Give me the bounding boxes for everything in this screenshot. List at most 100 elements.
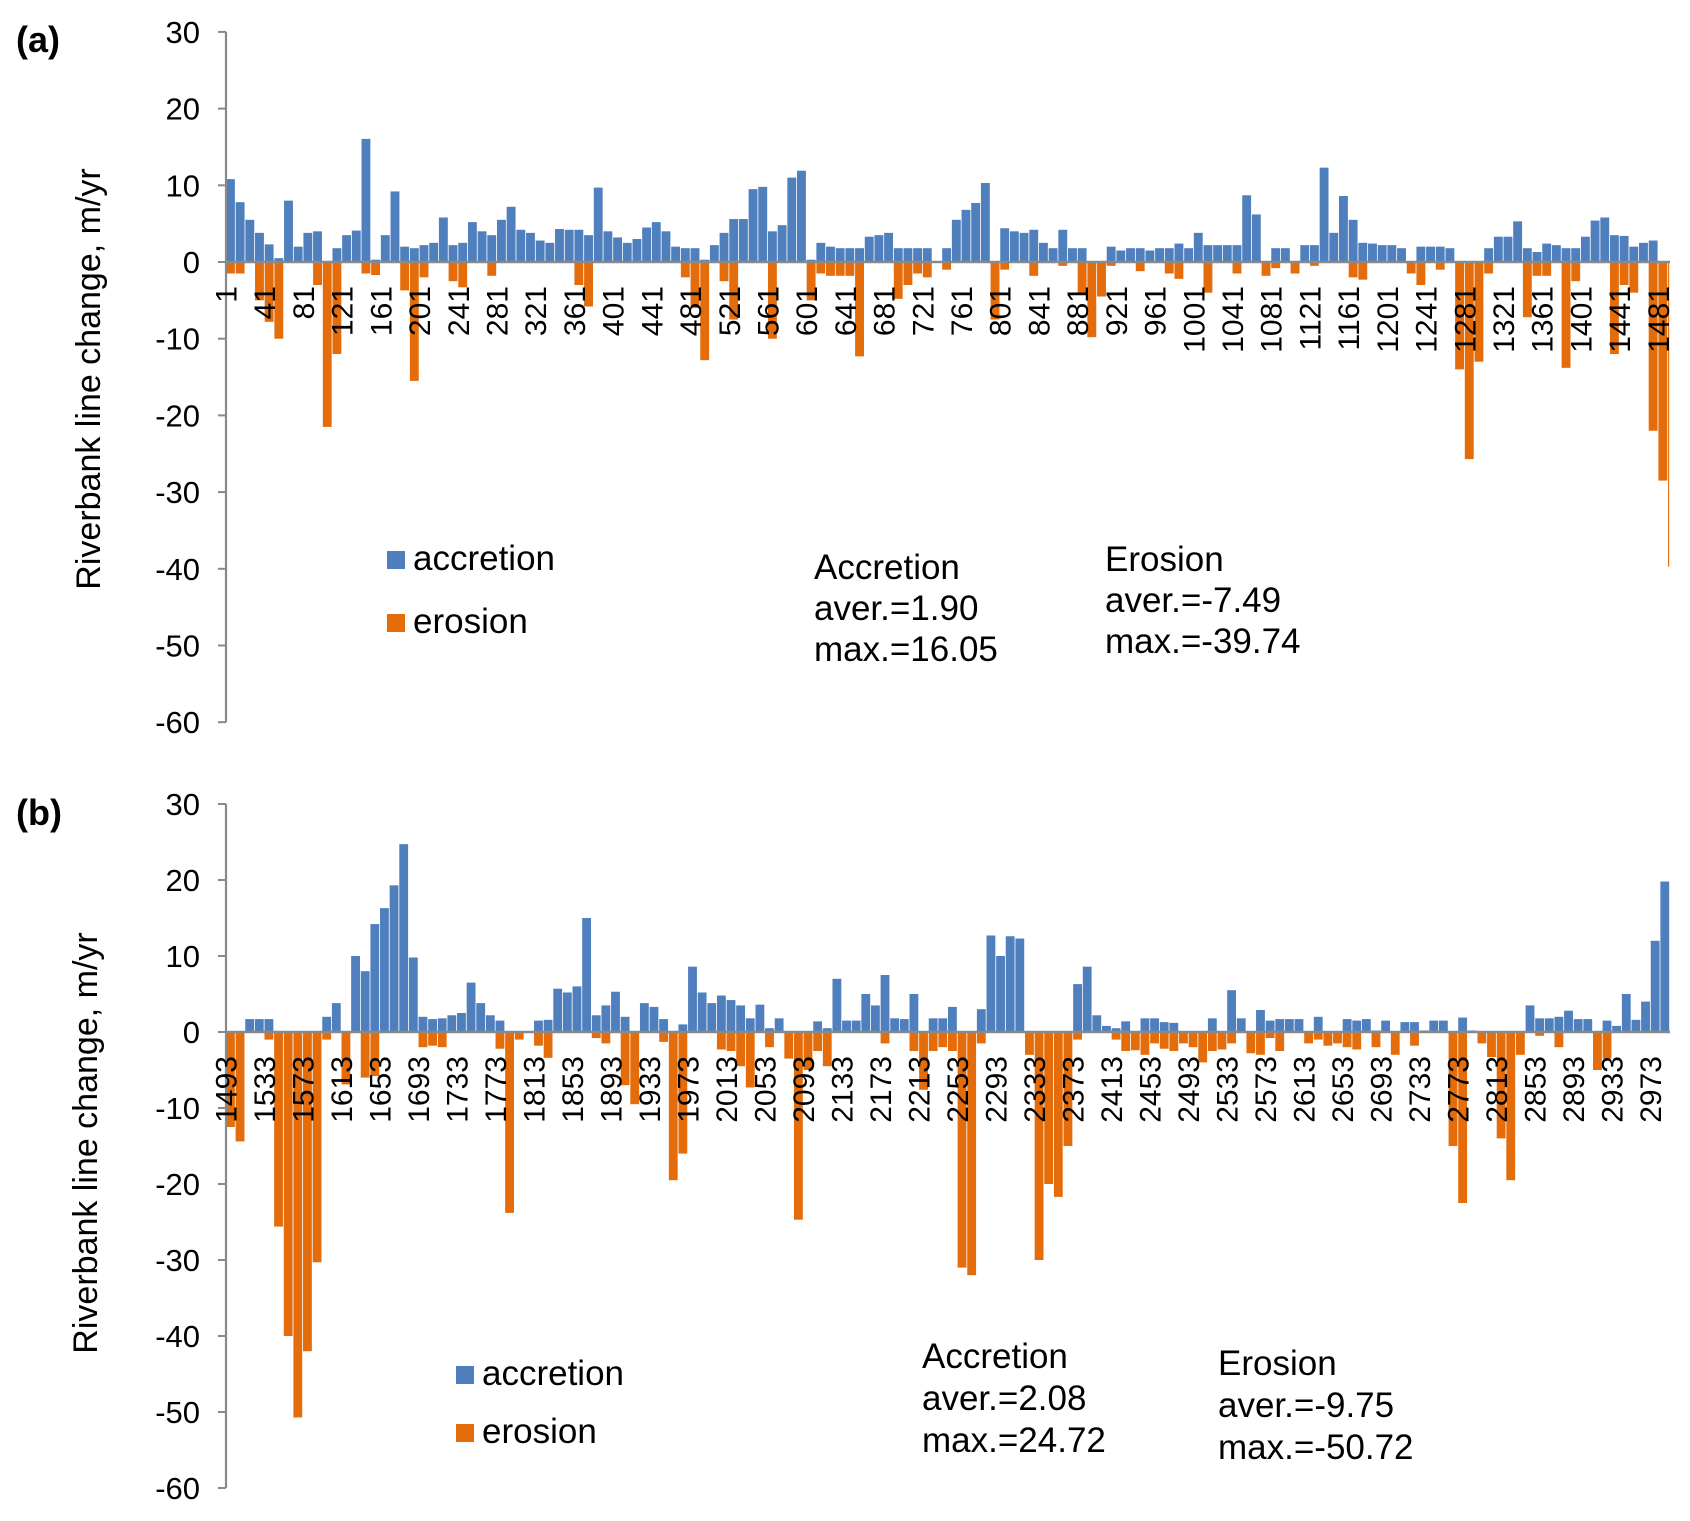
erosion-bar xyxy=(1448,1032,1458,1146)
accretion-bar xyxy=(226,179,235,262)
accretion-bar xyxy=(1077,248,1087,262)
erosion-bar xyxy=(1410,1032,1419,1046)
accretion-bar xyxy=(390,191,400,262)
accretion-bar xyxy=(639,1003,649,1032)
erosion-bar xyxy=(495,1032,505,1049)
accretion-bar xyxy=(535,240,545,262)
erosion-bar xyxy=(928,1032,938,1051)
erosion-bar xyxy=(784,1032,794,1059)
legend-label-erosion: erosion xyxy=(482,1412,597,1451)
erosion-bar xyxy=(1179,1032,1188,1044)
erosion-bar xyxy=(1304,1032,1314,1044)
x-tick-labels: 1493 1533 1573 1613 1653 1693 1733 1773 1813 1853… xyxy=(211,1056,1669,1123)
accretion-bar xyxy=(351,230,361,262)
accretion-bar xyxy=(487,235,497,262)
erosion-bar xyxy=(1464,262,1474,460)
accretion-bar xyxy=(1612,1025,1622,1032)
accretion-bar xyxy=(255,232,264,262)
accretion-bar xyxy=(726,1000,736,1032)
accretion-bar xyxy=(755,1004,765,1032)
accretion-bar xyxy=(516,229,526,262)
accretion-bar xyxy=(506,206,516,262)
legend-swatch-erosion xyxy=(456,1424,474,1442)
x-tick-label: 2613 xyxy=(1289,1056,1322,1123)
accretion-bar xyxy=(893,248,903,262)
erosion-bar xyxy=(293,1032,303,1418)
accretion-bar xyxy=(360,971,370,1032)
accretion-bar xyxy=(1435,246,1445,262)
accretion-bar xyxy=(1641,1001,1650,1032)
accretion-bar xyxy=(1621,994,1631,1032)
erosion-bar xyxy=(855,262,864,357)
erosion-bar xyxy=(1609,262,1619,355)
erosion-bar xyxy=(659,1032,669,1042)
erosion-bar xyxy=(1496,1032,1506,1139)
y-tick-label: -40 xyxy=(155,1319,200,1354)
erosion-bar xyxy=(264,262,274,322)
x-tick-label: 1361 xyxy=(1527,286,1560,353)
erosion-bar xyxy=(729,262,739,320)
accretion-bar xyxy=(1019,232,1029,262)
erosion-bar xyxy=(235,262,245,274)
legend-swatch-accretion xyxy=(456,1366,474,1384)
accretion-bar xyxy=(1294,1019,1304,1032)
erosion-bar xyxy=(835,262,845,276)
x-tick-label: 481 xyxy=(675,286,708,336)
x-tick-label: 1161 xyxy=(1333,286,1366,351)
accretion-bar xyxy=(1169,1022,1179,1032)
accretion-bar xyxy=(832,978,842,1032)
erosion-bar xyxy=(1130,1032,1140,1051)
accretion-bar xyxy=(1126,248,1135,262)
erosion-bar xyxy=(967,1032,977,1276)
x-tick-label: 1813 xyxy=(519,1056,552,1123)
y-tick-label: -20 xyxy=(155,398,200,433)
accretion-bar xyxy=(1629,246,1639,262)
accretion-bar xyxy=(1092,1015,1102,1032)
accretion-bar xyxy=(1583,1019,1593,1032)
x-tick-label: 361 xyxy=(559,286,592,336)
erosion-bar xyxy=(922,262,932,278)
erosion-bar xyxy=(437,1032,447,1048)
accretion-bar xyxy=(555,229,564,262)
erosion-bar xyxy=(806,262,816,301)
erosion-bar xyxy=(1313,1032,1323,1040)
erosion-bar xyxy=(332,262,342,355)
accretion-bar xyxy=(476,1003,486,1032)
accretion-bar xyxy=(1102,1025,1111,1032)
accretion-bar xyxy=(574,229,584,262)
erosion-bar xyxy=(409,262,419,381)
accretion-bar xyxy=(1544,1018,1554,1032)
x-tick-label: 281 xyxy=(482,286,515,336)
erosion-bar xyxy=(274,262,284,339)
x-tick-label: 1201 xyxy=(1372,286,1405,353)
erosion-bar xyxy=(313,262,322,286)
erosion-bar xyxy=(1506,1032,1516,1181)
accretion-bar xyxy=(1590,220,1600,262)
erosion-bar xyxy=(235,1032,245,1142)
accretion-bar xyxy=(697,992,707,1032)
accretion-bar xyxy=(709,245,719,262)
x-tick-label: 1041 xyxy=(1217,286,1250,353)
accretion-bar xyxy=(1561,248,1571,262)
accretion-bar xyxy=(1445,248,1455,262)
accretion-bar xyxy=(961,209,971,262)
accretion-bar xyxy=(1193,232,1203,262)
accretion-bar xyxy=(1639,242,1648,262)
erosion-bar xyxy=(1087,262,1097,338)
accretion-bar xyxy=(351,956,360,1032)
accretion-bar xyxy=(874,235,884,262)
accretion-bar xyxy=(971,202,981,262)
accretion-bar xyxy=(1361,1019,1371,1032)
accretion-bar xyxy=(428,1019,437,1032)
accretion-bar xyxy=(899,1019,909,1032)
accretion-bar xyxy=(1038,242,1048,262)
accretion-bar xyxy=(922,248,932,262)
accretion-bar xyxy=(1573,1019,1583,1032)
accretion-bar xyxy=(1339,196,1348,262)
erosion-bar xyxy=(1358,262,1368,280)
accretion-bar xyxy=(1232,245,1242,262)
y-tick-label: 10 xyxy=(166,939,200,974)
x-tick-label: 2373 xyxy=(1058,1056,1091,1123)
accretion-bar xyxy=(1426,246,1435,262)
